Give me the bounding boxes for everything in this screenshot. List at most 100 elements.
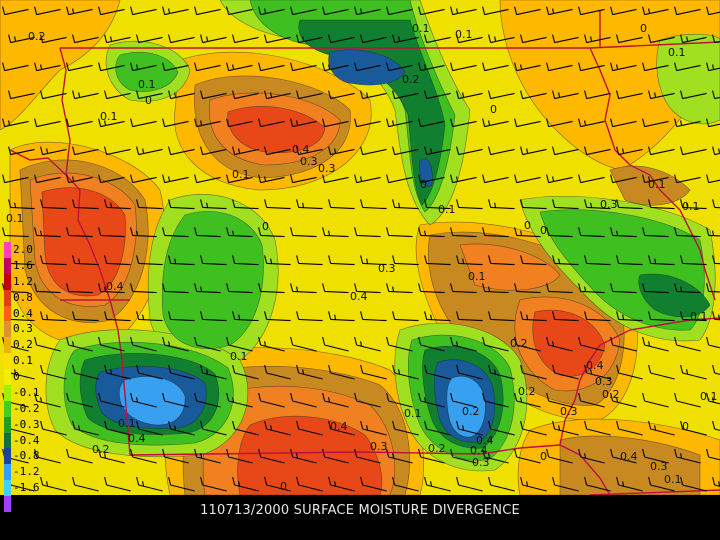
wind-barb — [196, 8, 221, 16]
legend-swatch — [4, 384, 11, 402]
legend-label: 0.3 — [13, 322, 33, 336]
wind-barb — [522, 36, 547, 44]
wind-barb-flag — [584, 34, 588, 43]
wind-barb — [170, 484, 195, 492]
wind-barb-flag — [194, 62, 198, 71]
wind-barb — [138, 484, 163, 492]
wind-barb — [138, 428, 163, 436]
wind-barb-flag — [578, 62, 582, 71]
wind-barb-flag — [488, 364, 492, 374]
wind-barb-flag — [264, 90, 268, 99]
wind-barb-flag — [648, 255, 652, 264]
wind-barb — [170, 428, 195, 436]
wind-barb-flag — [526, 314, 529, 320]
wind-barb — [74, 484, 99, 492]
wind-barb-flag — [424, 397, 427, 403]
wind-barb — [202, 92, 227, 100]
wind-barb-flag — [648, 34, 652, 43]
wind-barb — [202, 484, 227, 492]
wind-barb — [4, 8, 29, 16]
wind-barb — [676, 400, 701, 408]
wind-barb-flag — [648, 476, 652, 486]
wind-barb-flag — [552, 176, 555, 182]
wind-barb-flag — [578, 283, 582, 292]
wind-barb-flag — [418, 227, 422, 236]
wind-barb — [228, 234, 253, 238]
wind-barb-flag — [354, 392, 358, 402]
wind-barb — [554, 372, 579, 380]
wind-barb-flag — [424, 199, 428, 208]
wind-barb-flag — [488, 476, 492, 486]
wind-barb — [586, 262, 611, 266]
wind-barb — [292, 290, 317, 294]
wind-barb — [234, 372, 259, 380]
wind-barb-flag — [130, 283, 134, 292]
wind-barb — [106, 36, 131, 44]
wind-barb-flag — [168, 34, 172, 43]
wind-barb-flag — [354, 448, 358, 458]
wind-barb — [298, 262, 323, 266]
wind-barb-flag — [514, 392, 518, 402]
wind-barb-flag — [232, 420, 236, 430]
wind-barb — [356, 120, 381, 128]
wind-barb-flag — [238, 314, 241, 320]
wind-barb — [196, 400, 221, 408]
wind-barb-flag — [398, 369, 401, 375]
wind-barb-flag — [200, 146, 204, 155]
wind-barb-flag — [418, 174, 422, 183]
wind-barb-flag — [72, 255, 76, 264]
wind-barb-flag — [34, 118, 38, 127]
wind-barb — [228, 64, 253, 72]
wind-barb-flag — [616, 364, 620, 374]
wind-barb-flag — [424, 34, 428, 43]
wind-barb — [260, 234, 285, 238]
wind-barb — [452, 456, 477, 464]
wind-barb — [100, 400, 125, 408]
divergence-region-pos04 — [237, 416, 383, 495]
wind-barb-flag — [104, 34, 108, 43]
wind-barb-flag — [584, 311, 588, 320]
wind-barb — [42, 318, 67, 322]
wind-barb-flag — [366, 425, 369, 431]
wind-barb-flag — [546, 336, 550, 346]
wind-barb-flag — [238, 481, 241, 487]
wind-barb — [644, 120, 669, 128]
wind-barb-flag — [674, 392, 678, 402]
wind-barb — [202, 206, 227, 210]
legend-label: -2.0 — [13, 497, 40, 511]
wind-barb-flag — [296, 364, 300, 374]
wind-barb — [644, 456, 669, 464]
wind-barb — [644, 400, 669, 408]
wind-barb — [548, 8, 573, 16]
wind-barb — [74, 428, 99, 436]
map-caption: 110713/2000 SURFACE MOISTURE DIVERGENCE — [200, 503, 520, 518]
wind-barb-flag — [648, 8, 651, 14]
wind-barb — [458, 262, 483, 266]
wind-barb — [266, 372, 291, 380]
wind-barb-flag — [354, 227, 358, 236]
wind-barb — [612, 456, 637, 464]
wind-barb — [458, 318, 483, 322]
wind-barb — [484, 290, 509, 294]
wind-barb — [36, 8, 61, 16]
wind-barb-flag — [488, 255, 492, 264]
legend-swatch — [4, 305, 11, 322]
legend-swatch — [4, 337, 11, 354]
wind-barb — [452, 64, 477, 72]
wind-barb — [420, 176, 445, 184]
wind-barb-flag — [136, 255, 140, 264]
wind-barb — [100, 234, 125, 238]
wind-barb-flag — [482, 174, 486, 183]
wind-barb — [292, 176, 317, 184]
wind-barb — [682, 262, 707, 266]
wind-barb — [426, 318, 451, 322]
wind-barb-flag — [546, 448, 550, 458]
legend-label: -1.2 — [13, 465, 40, 479]
wind-barb-flag — [712, 364, 716, 374]
legend-swatch — [4, 289, 11, 307]
wind-barb-flag — [200, 255, 204, 264]
wind-barb-flag — [520, 146, 524, 155]
wind-barb — [170, 92, 195, 100]
wind-barb-flag — [264, 364, 268, 374]
wind-barb-flag — [456, 34, 460, 43]
